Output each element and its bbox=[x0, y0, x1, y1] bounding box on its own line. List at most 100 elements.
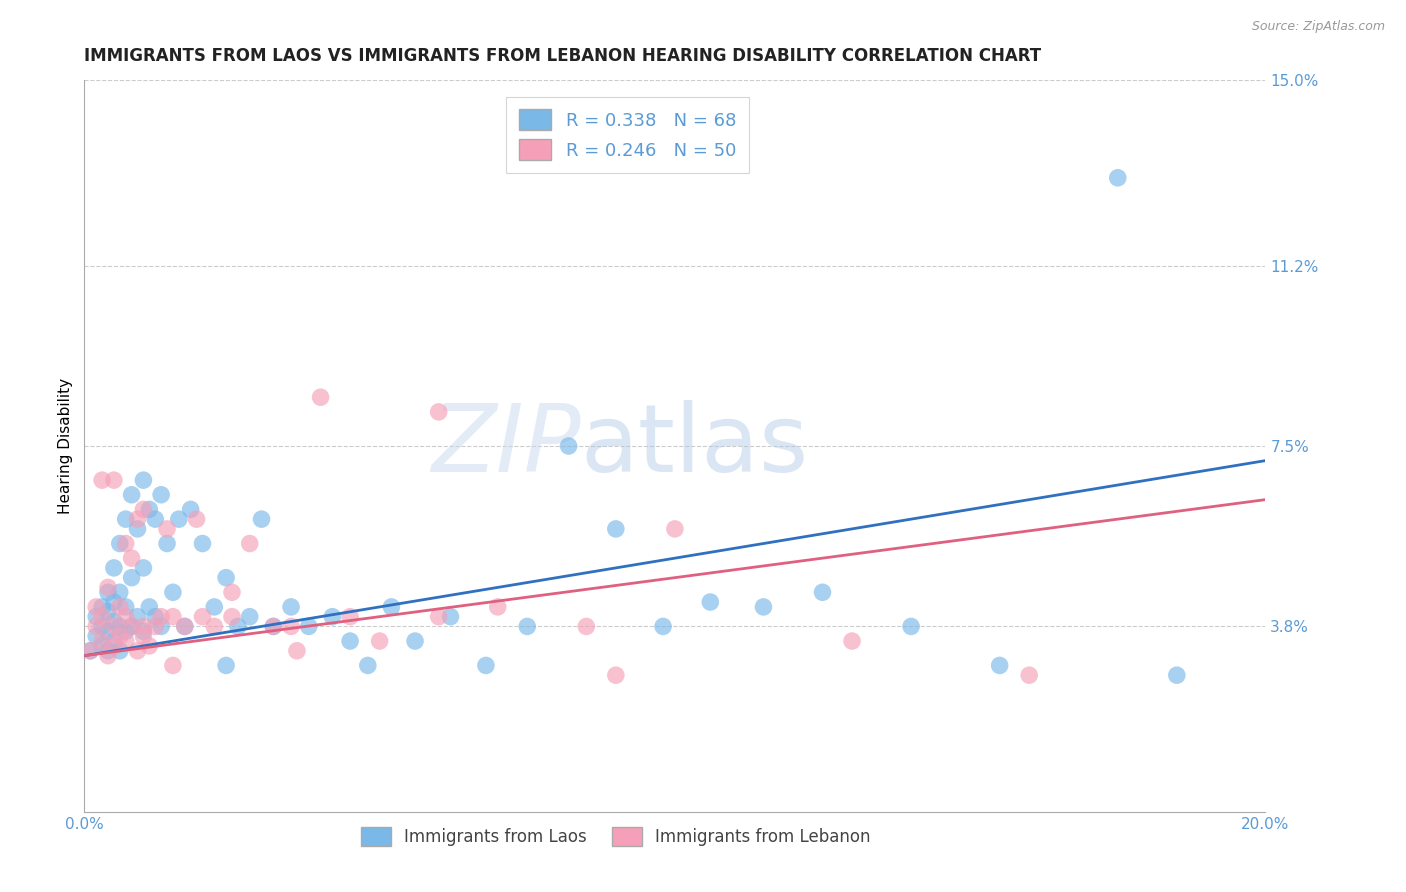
Point bbox=[368, 634, 391, 648]
Point bbox=[84, 619, 107, 633]
Point bbox=[143, 512, 166, 526]
Point bbox=[811, 585, 834, 599]
Point bbox=[699, 595, 721, 609]
Point bbox=[108, 619, 131, 633]
Point bbox=[103, 561, 125, 575]
Point bbox=[97, 644, 120, 658]
Point bbox=[339, 609, 361, 624]
Point bbox=[262, 619, 284, 633]
Point bbox=[91, 599, 114, 614]
Point bbox=[108, 585, 131, 599]
Point bbox=[97, 585, 120, 599]
Point bbox=[79, 644, 101, 658]
Point bbox=[285, 644, 308, 658]
Point bbox=[250, 512, 273, 526]
Point bbox=[132, 624, 155, 639]
Point bbox=[841, 634, 863, 648]
Point bbox=[575, 619, 598, 633]
Point bbox=[1107, 170, 1129, 185]
Point bbox=[103, 634, 125, 648]
Point bbox=[121, 551, 143, 566]
Point bbox=[114, 624, 136, 639]
Point bbox=[91, 639, 114, 653]
Point bbox=[103, 615, 125, 629]
Point bbox=[132, 619, 155, 633]
Point bbox=[280, 599, 302, 614]
Point bbox=[439, 609, 461, 624]
Point bbox=[97, 581, 120, 595]
Point bbox=[239, 609, 262, 624]
Point bbox=[79, 644, 101, 658]
Point bbox=[486, 599, 509, 614]
Text: atlas: atlas bbox=[581, 400, 808, 492]
Point bbox=[427, 405, 450, 419]
Point bbox=[127, 609, 149, 624]
Point bbox=[103, 639, 125, 653]
Point bbox=[167, 512, 190, 526]
Point bbox=[280, 619, 302, 633]
Point bbox=[103, 473, 125, 487]
Point bbox=[114, 634, 136, 648]
Point bbox=[150, 609, 173, 624]
Point bbox=[91, 609, 114, 624]
Point bbox=[173, 619, 195, 633]
Point bbox=[97, 605, 120, 619]
Point bbox=[752, 599, 775, 614]
Point bbox=[191, 536, 214, 550]
Point bbox=[138, 639, 160, 653]
Point bbox=[202, 619, 225, 633]
Point bbox=[321, 609, 343, 624]
Text: Source: ZipAtlas.com: Source: ZipAtlas.com bbox=[1251, 20, 1385, 33]
Point bbox=[143, 609, 166, 624]
Point bbox=[138, 599, 160, 614]
Point bbox=[121, 571, 143, 585]
Point bbox=[97, 624, 120, 639]
Point bbox=[516, 619, 538, 633]
Point bbox=[114, 512, 136, 526]
Point bbox=[103, 595, 125, 609]
Point bbox=[221, 585, 243, 599]
Point bbox=[156, 522, 179, 536]
Point bbox=[226, 619, 249, 633]
Point bbox=[121, 619, 143, 633]
Text: ZIP: ZIP bbox=[430, 401, 581, 491]
Point bbox=[215, 571, 238, 585]
Point bbox=[664, 522, 686, 536]
Point bbox=[108, 536, 131, 550]
Point bbox=[143, 619, 166, 633]
Point bbox=[221, 609, 243, 624]
Point bbox=[239, 536, 262, 550]
Point bbox=[114, 536, 136, 550]
Point bbox=[162, 585, 184, 599]
Point bbox=[156, 536, 179, 550]
Point bbox=[91, 619, 114, 633]
Point bbox=[150, 619, 173, 633]
Point bbox=[132, 629, 155, 643]
Point bbox=[84, 629, 107, 643]
Text: IMMIGRANTS FROM LAOS VS IMMIGRANTS FROM LEBANON HEARING DISABILITY CORRELATION C: IMMIGRANTS FROM LAOS VS IMMIGRANTS FROM … bbox=[84, 47, 1042, 65]
Point bbox=[91, 473, 114, 487]
Point bbox=[127, 512, 149, 526]
Point bbox=[380, 599, 402, 614]
Point bbox=[309, 390, 332, 404]
Point bbox=[1166, 668, 1188, 682]
Point bbox=[605, 522, 627, 536]
Point bbox=[127, 644, 149, 658]
Point bbox=[103, 619, 125, 633]
Point bbox=[900, 619, 922, 633]
Point bbox=[132, 502, 155, 516]
Point bbox=[108, 599, 131, 614]
Point bbox=[215, 658, 238, 673]
Y-axis label: Hearing Disability: Hearing Disability bbox=[58, 378, 73, 514]
Legend: Immigrants from Laos, Immigrants from Lebanon: Immigrants from Laos, Immigrants from Le… bbox=[353, 819, 879, 855]
Point bbox=[202, 599, 225, 614]
Point bbox=[108, 629, 131, 643]
Point bbox=[652, 619, 675, 633]
Point bbox=[84, 599, 107, 614]
Point bbox=[97, 648, 120, 663]
Point bbox=[150, 488, 173, 502]
Point bbox=[557, 439, 579, 453]
Point bbox=[180, 502, 202, 516]
Point bbox=[404, 634, 426, 648]
Point bbox=[191, 609, 214, 624]
